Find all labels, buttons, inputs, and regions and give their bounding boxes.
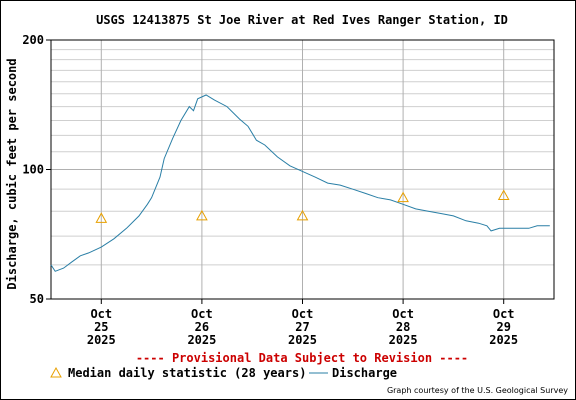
x-tick-label: 2025: [288, 333, 317, 347]
x-tick-label: Oct: [292, 307, 314, 321]
x-tick-label: 28: [396, 320, 410, 334]
x-tick-label: Oct: [90, 307, 112, 321]
median-markers: [95, 189, 510, 223]
x-tick-label: Oct: [191, 307, 213, 321]
discharge-series-line: [50, 94, 550, 272]
x-tick-label: 2025: [187, 333, 216, 347]
grid-lines: [51, 40, 554, 299]
x-tick-label: 27: [295, 320, 309, 334]
provisional-notice: ---- Provisional Data Subject to Revisio…: [136, 351, 468, 365]
y-tick-label: 200: [22, 33, 44, 47]
legend-triangle-icon: [50, 366, 62, 378]
legend: Median daily statistic (28 years) Discha…: [50, 366, 397, 380]
median-point: [95, 212, 108, 223]
credit-text: Graph courtesy of the U.S. Geological Su…: [387, 386, 568, 395]
x-tick-label: 2025: [489, 333, 518, 347]
x-tick-label: 26: [195, 320, 209, 334]
x-tick-label: 2025: [87, 333, 116, 347]
median-point: [296, 209, 309, 221]
x-tick-label: 2025: [389, 333, 418, 347]
y-tick-label: 100: [22, 163, 44, 177]
y-tick-label: 50: [30, 292, 44, 306]
x-tick-label: 25: [94, 320, 108, 334]
chart-title: USGS 12413875 St Joe River at Red Ives R…: [96, 13, 508, 27]
legend-discharge-label: Discharge: [332, 366, 397, 380]
x-tick-label: Oct: [392, 307, 414, 321]
median-point: [397, 191, 409, 203]
median-point: [497, 189, 510, 201]
y-axis-ticks: 200 100 50: [22, 33, 51, 306]
x-axis-ticks: Oct252025Oct262025Oct272025Oct282025Oct2…: [87, 299, 518, 347]
x-tick-label: Oct: [493, 307, 515, 321]
x-tick-label: 29: [496, 320, 510, 334]
legend-median-label: Median daily statistic (28 years): [68, 366, 306, 380]
median-point: [196, 209, 208, 221]
y-axis-label: Discharge, cubic feet per second: [5, 58, 19, 289]
